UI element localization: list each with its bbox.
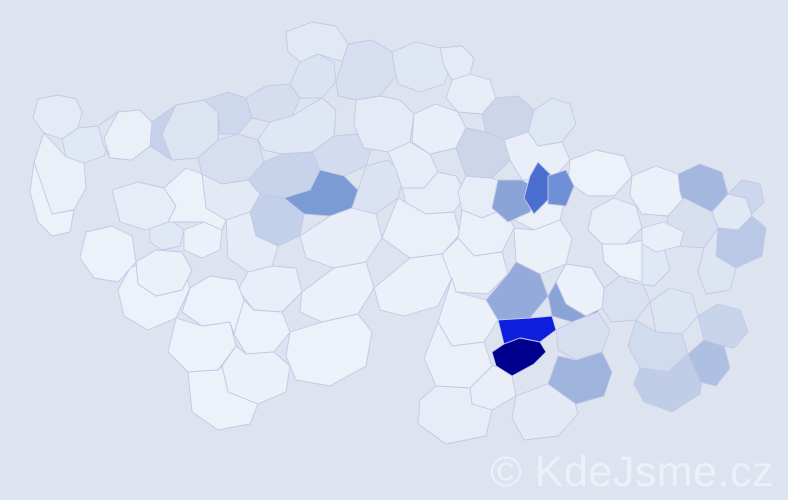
district-west-fringe[interactable] bbox=[29, 161, 75, 237]
district-benesov[interactable] bbox=[299, 207, 383, 269]
district-layer bbox=[29, 21, 767, 445]
district-domazlice[interactable] bbox=[79, 225, 137, 283]
district-mlada-boleslav[interactable] bbox=[353, 95, 415, 153]
district-liberec[interactable] bbox=[391, 41, 453, 93]
district-usti-nad-labem[interactable] bbox=[289, 53, 337, 99]
district-filler-c-2[interactable] bbox=[135, 249, 193, 297]
district-litomerice[interactable] bbox=[257, 97, 337, 155]
district-jindrichuv-hradec[interactable] bbox=[285, 313, 373, 387]
district-accent-trutnov[interactable] bbox=[455, 127, 511, 179]
district-pisek[interactable] bbox=[233, 299, 291, 355]
district-opava-east[interactable] bbox=[697, 227, 737, 295]
district-nachod[interactable] bbox=[527, 97, 577, 147]
district-filler-s-1[interactable] bbox=[181, 275, 245, 335]
district-sumperk[interactable] bbox=[587, 197, 643, 245]
district-jesenik[interactable] bbox=[567, 149, 633, 197]
district-filler-e-1[interactable] bbox=[555, 263, 605, 317]
district-beroun[interactable] bbox=[225, 211, 279, 273]
district-uherske-hradiste[interactable] bbox=[633, 353, 705, 413]
district-filler-nw-1[interactable] bbox=[103, 109, 153, 161]
district-tabor[interactable] bbox=[299, 261, 375, 323]
district-cesky-krumlov[interactable] bbox=[187, 365, 259, 431]
district-filler-e-3[interactable] bbox=[601, 239, 643, 283]
district-hodonin[interactable] bbox=[547, 351, 613, 405]
district-brno-mesto[interactable] bbox=[491, 337, 547, 377]
district-prerov[interactable] bbox=[649, 287, 699, 335]
district-havlickuv-brod[interactable] bbox=[441, 237, 509, 295]
district-vyskov[interactable] bbox=[555, 311, 611, 361]
district-accent-ne-dark2[interactable] bbox=[547, 169, 575, 207]
district-teplite[interactable] bbox=[245, 83, 301, 123]
district-karvina[interactable] bbox=[727, 179, 765, 215]
district-filler-nw-2[interactable] bbox=[161, 99, 219, 161]
district-vsetin[interactable] bbox=[697, 303, 749, 349]
district-znojmo[interactable] bbox=[417, 385, 493, 445]
district-pelhrimov[interactable] bbox=[373, 253, 453, 317]
district-filler-c-1[interactable] bbox=[163, 167, 227, 231]
